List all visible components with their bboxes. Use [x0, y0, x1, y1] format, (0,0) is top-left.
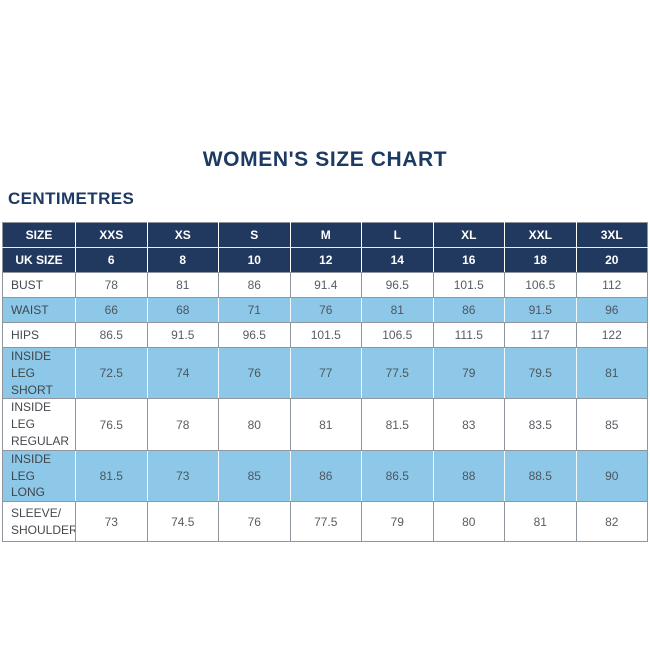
- row-label: WAIST: [2, 297, 76, 323]
- size-chart-table: SIZE XXS XS S M L XL XXL 3XL UK SIZE 6 8…: [2, 222, 648, 543]
- row-label: INSIDE LEG LONG: [2, 449, 76, 503]
- cell: 96: [575, 297, 648, 323]
- cell: 85: [575, 398, 648, 451]
- uk-size-value: 18: [504, 247, 577, 273]
- cell: 101.5: [289, 322, 362, 348]
- cell: 76: [289, 297, 362, 323]
- cell: 79: [432, 346, 505, 400]
- units-label: CENTIMETRES: [8, 189, 135, 208]
- row-label: HIPS: [2, 322, 76, 348]
- row-label: SLEEVE/ SHOULDER: [2, 501, 76, 543]
- cell: 86.5: [75, 322, 148, 348]
- cell: 77.5: [361, 346, 434, 400]
- cell: 86.5: [361, 449, 434, 503]
- cell: 122: [575, 322, 648, 348]
- uk-size-value: 6: [75, 247, 148, 273]
- table-row-sleeve-shoulder: SLEEVE/ SHOULDER 73 74.5 76 77.5 79 80 8…: [2, 501, 648, 543]
- cell: 83: [432, 398, 505, 451]
- cell: 74: [146, 346, 219, 400]
- cell: 81: [504, 501, 577, 543]
- table-row-inside-leg-short: INSIDE LEG SHORT 72.5 74 76 77 77.5 79 7…: [2, 346, 648, 400]
- page-title: WOMEN'S SIZE CHART: [202, 148, 448, 171]
- column-header-xxl: XXL: [504, 222, 577, 248]
- uk-size-value: 16: [432, 247, 505, 273]
- uk-size-value: 8: [146, 247, 219, 273]
- cell: 78: [146, 398, 219, 451]
- cell: 96.5: [218, 322, 291, 348]
- size-header-row: SIZE XXS XS S M L XL XXL 3XL: [2, 222, 648, 248]
- cell: 81.5: [361, 398, 434, 451]
- cell: 96.5: [361, 272, 434, 298]
- cell: 86: [289, 449, 362, 503]
- column-header-l: L: [361, 222, 434, 248]
- column-header-xl: XL: [432, 222, 505, 248]
- column-header-s: S: [218, 222, 291, 248]
- cell: 76: [218, 346, 291, 400]
- cell: 106.5: [504, 272, 577, 298]
- column-header-xs: XS: [146, 222, 219, 248]
- table-row-bust: BUST 78 81 86 91.4 96.5 101.5 106.5 112: [2, 272, 648, 298]
- column-header-xxs: XXS: [75, 222, 148, 248]
- cell: 72.5: [75, 346, 148, 400]
- cell: 82: [575, 501, 648, 543]
- cell: 86: [432, 297, 505, 323]
- uk-size-value: 20: [575, 247, 648, 273]
- cell: 73: [146, 449, 219, 503]
- cell: 106.5: [361, 322, 434, 348]
- cell: 101.5: [432, 272, 505, 298]
- cell: 86: [218, 272, 291, 298]
- cell: 76.5: [75, 398, 148, 451]
- uk-size-header-row: UK SIZE 6 8 10 12 14 16 18 20: [2, 247, 648, 273]
- cell: 117: [504, 322, 577, 348]
- cell: 71: [218, 297, 291, 323]
- cell: 77: [289, 346, 362, 400]
- row-label: BUST: [2, 272, 76, 298]
- cell: 80: [432, 501, 505, 543]
- cell: 88: [432, 449, 505, 503]
- column-header-m: M: [289, 222, 362, 248]
- cell: 83.5: [504, 398, 577, 451]
- row-label: INSIDE LEG SHORT: [2, 346, 76, 400]
- cell: 111.5: [432, 322, 505, 348]
- uk-size-header-label: UK SIZE: [2, 247, 76, 273]
- cell: 73: [75, 501, 148, 543]
- cell: 77.5: [289, 501, 362, 543]
- table-row-hips: HIPS 86.5 91.5 96.5 101.5 106.5 111.5 11…: [2, 322, 648, 348]
- uk-size-value: 14: [361, 247, 434, 273]
- cell: 81.5: [75, 449, 148, 503]
- column-header-3xl: 3XL: [575, 222, 648, 248]
- uk-size-value: 12: [289, 247, 362, 273]
- cell: 90: [575, 449, 648, 503]
- cell: 79.5: [504, 346, 577, 400]
- cell: 79: [361, 501, 434, 543]
- cell: 76: [218, 501, 291, 543]
- cell: 81: [146, 272, 219, 298]
- table-row-inside-leg-regular: INSIDE LEG REGULAR 76.5 78 80 81 81.5 83…: [2, 398, 648, 451]
- cell: 68: [146, 297, 219, 323]
- cell: 66: [75, 297, 148, 323]
- cell: 78: [75, 272, 148, 298]
- cell: 81: [575, 346, 648, 400]
- table-row-inside-leg-long: INSIDE LEG LONG 81.5 73 85 86 86.5 88 88…: [2, 449, 648, 503]
- uk-size-value: 10: [218, 247, 291, 273]
- size-header-label: SIZE: [2, 222, 76, 248]
- cell: 91.5: [504, 297, 577, 323]
- cell: 91.5: [146, 322, 219, 348]
- cell: 74.5: [146, 501, 219, 543]
- cell: 80: [218, 398, 291, 451]
- cell: 81: [361, 297, 434, 323]
- cell: 85: [218, 449, 291, 503]
- cell: 112: [575, 272, 648, 298]
- row-label: INSIDE LEG REGULAR: [2, 398, 76, 451]
- cell: 88.5: [504, 449, 577, 503]
- cell: 91.4: [289, 272, 362, 298]
- table-row-waist: WAIST 66 68 71 76 81 86 91.5 96: [2, 297, 648, 323]
- cell: 81: [289, 398, 362, 451]
